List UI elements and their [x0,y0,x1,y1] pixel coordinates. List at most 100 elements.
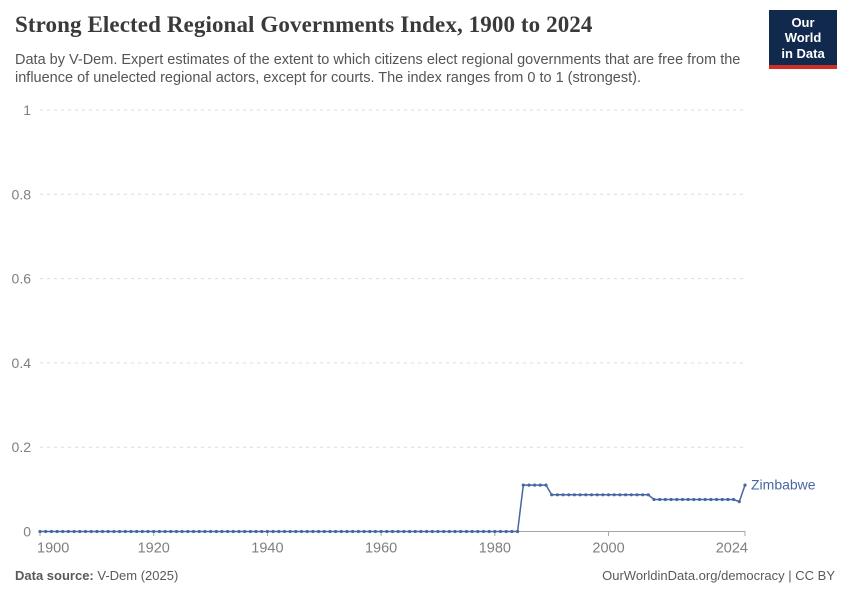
data-point [408,529,412,534]
data-point [95,529,99,534]
data-point [152,529,156,534]
data-point [442,529,446,534]
x-axis-tick-label: 1960 [365,541,397,557]
x-axis-tick-label: 2000 [592,541,624,557]
data-point [436,529,440,534]
data-point [311,529,315,534]
data-point [572,493,577,497]
x-axis-tick-label: 1980 [479,541,511,557]
data-point [146,529,150,534]
data-point [584,493,588,497]
data-point [49,529,54,534]
data-point [595,493,599,497]
data-point [112,529,116,534]
data-point [641,493,645,497]
data-point [578,493,582,497]
data-point [544,483,548,487]
data-point [368,529,372,534]
data-point [680,497,685,502]
data-point [601,493,605,497]
data-point [413,529,417,534]
data-point [669,497,673,502]
attribution-link[interactable]: OurWorldinData.org/democracy | CC BY [602,568,835,583]
data-source-label: Data source: [15,568,94,583]
data-point [89,529,93,534]
data-point [334,529,338,534]
data-point [453,529,457,534]
data-source-note: Data source: V-Dem (2025) [15,568,178,583]
data-point [44,529,48,534]
data-point [493,529,497,534]
data-point [260,529,264,534]
data-point [521,483,525,487]
entity-label-zimbabwe[interactable]: Zimbabwe [751,477,816,493]
data-point [129,529,133,534]
data-point [317,529,321,534]
data-point [516,529,520,534]
data-point [203,529,207,534]
data-point [567,493,571,497]
data-point [322,529,326,534]
data-point [396,529,400,534]
data-point [527,483,531,487]
data-point [214,529,218,534]
data-point [277,529,281,534]
data-point [606,493,611,497]
data-point [157,529,161,534]
data-point [703,497,707,502]
data-point [555,493,560,497]
data-point [265,529,269,534]
data-point [345,529,349,534]
data-point [476,529,480,534]
x-axis-tick-label: 2024 [716,541,748,557]
data-point [675,497,679,502]
data-point [248,529,252,534]
data-point [697,497,702,502]
owid-logo[interactable]: Our World in Data [769,10,837,69]
data-point [118,529,122,534]
data-point [231,529,235,534]
data-point [299,529,304,534]
data-point [743,483,747,487]
data-point [692,497,696,502]
data-point [83,529,88,534]
data-point [135,529,139,534]
data-point [237,529,241,534]
data-point [328,529,332,534]
data-point [169,529,173,534]
data-point [390,529,395,534]
data-point [737,500,741,504]
data-point [447,529,451,534]
zimbabwe-line [40,484,746,533]
chart-subtitle: Data by V-Dem. Expert estimates of the e… [15,52,741,86]
zimbabwe-line-markers [38,483,747,534]
data-point [282,529,287,534]
data-point [470,529,474,534]
data-point [38,529,42,534]
data-point [100,529,105,534]
data-point [635,493,639,497]
data-point [226,529,230,534]
data-point [385,529,389,534]
data-point [732,497,736,502]
data-point [481,529,486,534]
data-point [533,483,537,487]
data-point [197,529,201,534]
data-point [220,529,224,534]
data-point [351,529,355,534]
data-point [163,529,167,534]
data-point [487,529,491,534]
data-point [186,529,190,534]
data-point [72,529,76,534]
chart-footer: Data source: V-Dem (2025) OurWorldinData… [15,568,835,583]
data-point [61,529,65,534]
data-point [589,493,594,497]
data-point [629,493,633,497]
y-axis-tick-label: 0 [23,524,31,540]
data-point [180,529,184,534]
y-axis-tick-label: 1 [23,102,31,118]
data-point [78,529,82,534]
owid-logo-line2: in Data [781,45,825,61]
data-point [663,497,668,502]
